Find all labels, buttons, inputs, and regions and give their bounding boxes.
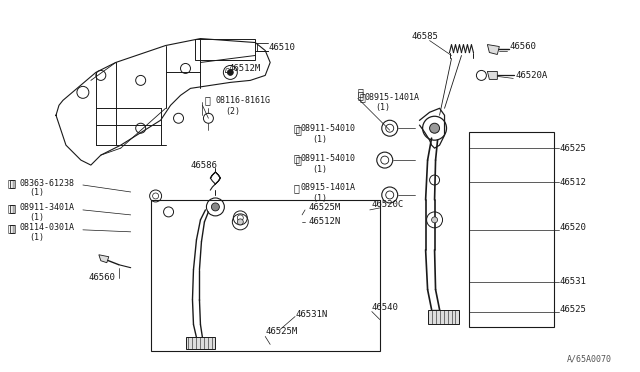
Text: (1): (1) <box>29 233 44 242</box>
Text: 08915-1401A: 08915-1401A <box>300 183 355 192</box>
Text: 46560: 46560 <box>509 42 536 51</box>
Text: (1): (1) <box>312 164 327 174</box>
Text: (1): (1) <box>29 214 44 222</box>
Text: Ⓝ: Ⓝ <box>293 123 299 133</box>
Text: 46531: 46531 <box>559 277 586 286</box>
Text: 08114-0301A: 08114-0301A <box>19 223 74 232</box>
Text: 46525M: 46525M <box>265 327 298 336</box>
Circle shape <box>227 70 234 76</box>
Circle shape <box>431 217 438 223</box>
Text: Ⓢ: Ⓢ <box>9 178 15 188</box>
Text: Ⓝ: Ⓝ <box>293 153 299 163</box>
Text: 46531N: 46531N <box>295 310 327 319</box>
Polygon shape <box>186 337 216 349</box>
Text: 46512M: 46512M <box>228 64 260 73</box>
Circle shape <box>237 219 243 225</box>
Text: A/65A0070: A/65A0070 <box>567 355 612 364</box>
Text: Ⓜ: Ⓜ <box>358 87 364 97</box>
Text: Ⓝ: Ⓝ <box>295 125 301 135</box>
Circle shape <box>429 123 440 133</box>
Text: 46510: 46510 <box>268 43 295 52</box>
Text: 08911-54010: 08911-54010 <box>300 154 355 163</box>
Text: (1): (1) <box>29 189 44 198</box>
Text: 46525: 46525 <box>559 144 586 153</box>
Text: (1): (1) <box>312 135 327 144</box>
Text: Ⓜ: Ⓜ <box>293 183 299 193</box>
Text: 46520A: 46520A <box>515 71 547 80</box>
Text: 08911-54010: 08911-54010 <box>300 124 355 133</box>
Text: 08915-1401A: 08915-1401A <box>365 93 420 102</box>
Text: 08363-61238: 08363-61238 <box>19 179 74 187</box>
Text: Ⓝ: Ⓝ <box>295 155 301 165</box>
Text: Ⓑ: Ⓑ <box>204 95 211 105</box>
Text: 46585: 46585 <box>412 32 438 41</box>
Polygon shape <box>428 310 460 324</box>
Text: Ⓝ: Ⓝ <box>9 203 15 213</box>
Text: 46512N: 46512N <box>308 217 340 227</box>
Text: Ⓜ: Ⓜ <box>360 92 365 102</box>
Polygon shape <box>99 255 109 263</box>
Text: 46520: 46520 <box>559 223 586 232</box>
Text: Ⓢ: Ⓢ <box>7 178 13 188</box>
Text: Ⓢ: Ⓢ <box>9 178 15 188</box>
Text: 46586: 46586 <box>191 161 218 170</box>
Text: Ⓝ: Ⓝ <box>7 203 13 213</box>
Text: 46525M: 46525M <box>308 203 340 212</box>
Text: Ⓑ: Ⓑ <box>9 223 15 233</box>
Text: 46525: 46525 <box>559 305 586 314</box>
Text: 46540: 46540 <box>372 303 399 312</box>
Text: 08116-8161G: 08116-8161G <box>216 96 270 105</box>
Text: 46520C: 46520C <box>372 201 404 209</box>
Text: 08911-3401A: 08911-3401A <box>19 203 74 212</box>
Text: (2): (2) <box>225 107 241 116</box>
Text: Ⓑ: Ⓑ <box>7 223 13 233</box>
Text: (1): (1) <box>375 103 390 112</box>
Text: 46512: 46512 <box>559 177 586 186</box>
Text: 46560: 46560 <box>89 273 116 282</box>
Text: (1): (1) <box>312 195 327 203</box>
Text: Ⓑ: Ⓑ <box>9 223 15 233</box>
Circle shape <box>211 203 220 211</box>
Polygon shape <box>488 45 499 54</box>
Text: Ⓝ: Ⓝ <box>9 203 15 213</box>
Text: Ⓜ: Ⓜ <box>358 90 364 100</box>
Polygon shape <box>488 71 497 79</box>
